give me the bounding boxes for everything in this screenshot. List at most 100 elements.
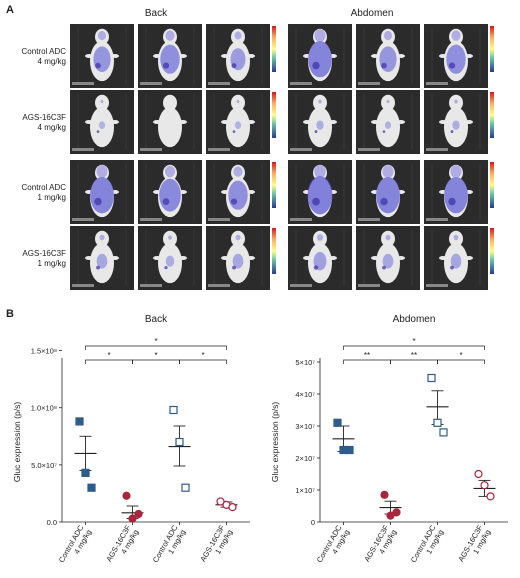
signal-overlay-head: [165, 165, 175, 178]
image-caption-strip: [426, 284, 448, 287]
data-point-square: [333, 418, 342, 427]
mouse-body: [376, 107, 400, 148]
signal-overlay-head: [168, 235, 172, 240]
signal-overlay-head: [318, 99, 322, 104]
signal-overlay-head: [317, 234, 323, 241]
y-tick-label: 2×10⁷: [295, 454, 315, 463]
signal-overlay-head: [314, 29, 326, 42]
signal-spot: [450, 265, 454, 270]
data-point-square: [439, 428, 448, 437]
mouse-paw: [371, 54, 379, 58]
signal-overlay-head: [384, 30, 392, 41]
significance-label: *: [154, 351, 157, 360]
image-caption-strip: [208, 148, 230, 151]
y-tick-label: 5.0×10⁷: [31, 461, 57, 470]
image-caption-strip: [72, 148, 94, 151]
y-tick-label: 1×10⁷: [295, 486, 315, 495]
chart-title: Abdomen: [393, 314, 436, 325]
mouse-paw: [397, 120, 405, 124]
signal-overlay: [379, 46, 397, 72]
signal-overlay: [160, 44, 180, 74]
signal-spot: [162, 198, 170, 206]
signal-overlay: [232, 253, 244, 269]
signal-spot: [164, 266, 168, 270]
significance-bracket: [437, 359, 485, 364]
data-point-circle: [486, 492, 495, 501]
signal-overlay: [376, 177, 400, 214]
signal-spot: [231, 63, 237, 69]
significance-bracket: [85, 359, 133, 364]
color-scale-bar: [490, 92, 494, 138]
mouse-body: [444, 243, 468, 284]
signal-spot: [381, 62, 387, 69]
color-scale-bar: [272, 92, 276, 138]
panel-a-letter: A: [6, 4, 14, 16]
mouse-body: [226, 107, 250, 148]
image-caption-strip: [208, 284, 230, 287]
data-point-square: [75, 417, 84, 426]
image-caption-strip: [72, 82, 94, 85]
row-label-dose: 1 mg/kg: [38, 193, 66, 202]
image-caption-strip: [290, 218, 312, 221]
signal-overlay: [234, 121, 242, 129]
mouse-paw: [247, 120, 255, 124]
signal-spot: [313, 265, 319, 270]
mouse-paw: [247, 190, 255, 194]
mouse-body: [308, 107, 332, 148]
image-caption-strip: [358, 218, 380, 221]
significance-label: **: [364, 351, 370, 360]
y-axis-label: Gluc expression (p/s): [270, 402, 280, 482]
signal-spot: [96, 265, 100, 270]
signal-overlay-head: [234, 31, 242, 40]
y-tick-label: 4×10⁷: [295, 390, 315, 399]
data-point-square: [81, 468, 90, 477]
signal-overlay-head: [453, 234, 459, 241]
data-point-square: [181, 483, 190, 492]
signal-overlay: [307, 176, 333, 215]
data-point-circle: [216, 497, 225, 506]
column-title-back: Back: [145, 8, 168, 19]
mouse-paw: [439, 120, 447, 124]
column-title-abdomen: Abdomen: [351, 8, 394, 19]
signal-overlay: [159, 178, 181, 212]
row-label-dose: 1 mg/kg: [38, 259, 66, 268]
mouse-body: [444, 107, 468, 148]
signal-spot: [380, 197, 388, 206]
mouse-paw: [303, 120, 311, 124]
image-caption-strip: [358, 284, 380, 287]
mouse-paw: [371, 120, 379, 124]
color-scale-bar: [490, 228, 494, 274]
color-scale-bar: [490, 26, 494, 72]
color-scale-bar: [272, 162, 276, 208]
signal-overlay: [452, 120, 460, 130]
data-point-circle: [480, 481, 489, 490]
signal-spot: [230, 198, 238, 205]
image-caption-strip: [426, 148, 448, 151]
mouse-paw: [303, 256, 311, 260]
mouse-body: [158, 107, 182, 148]
mouse-paw: [153, 54, 161, 58]
abdomen-scatter-chart: Abdomen Gluc expression (p/s) 0 1×10⁷ 2×10⁷ 3…: [270, 314, 508, 564]
signal-overlay: [382, 253, 394, 269]
data-point-circle: [474, 469, 483, 479]
mouse-paw: [111, 120, 119, 124]
significance-bracket: [343, 359, 391, 364]
signal-spot: [94, 197, 102, 206]
signal-spot: [312, 197, 320, 206]
mouse-paw: [371, 256, 379, 260]
data-point-circle: [392, 508, 401, 517]
mouse-paw: [397, 54, 405, 58]
mouse-paw: [465, 256, 473, 260]
significance-bracket: [85, 345, 227, 350]
mouse-head: [163, 94, 177, 111]
image-caption-strip: [72, 218, 94, 221]
signal-overlay: [384, 121, 392, 129]
row-label-dose: 4 mg/kg: [38, 123, 66, 132]
data-point-circle: [128, 514, 137, 523]
data-point-square: [169, 405, 178, 415]
mouse-paw: [221, 190, 229, 194]
color-scale-bar: [272, 26, 276, 72]
